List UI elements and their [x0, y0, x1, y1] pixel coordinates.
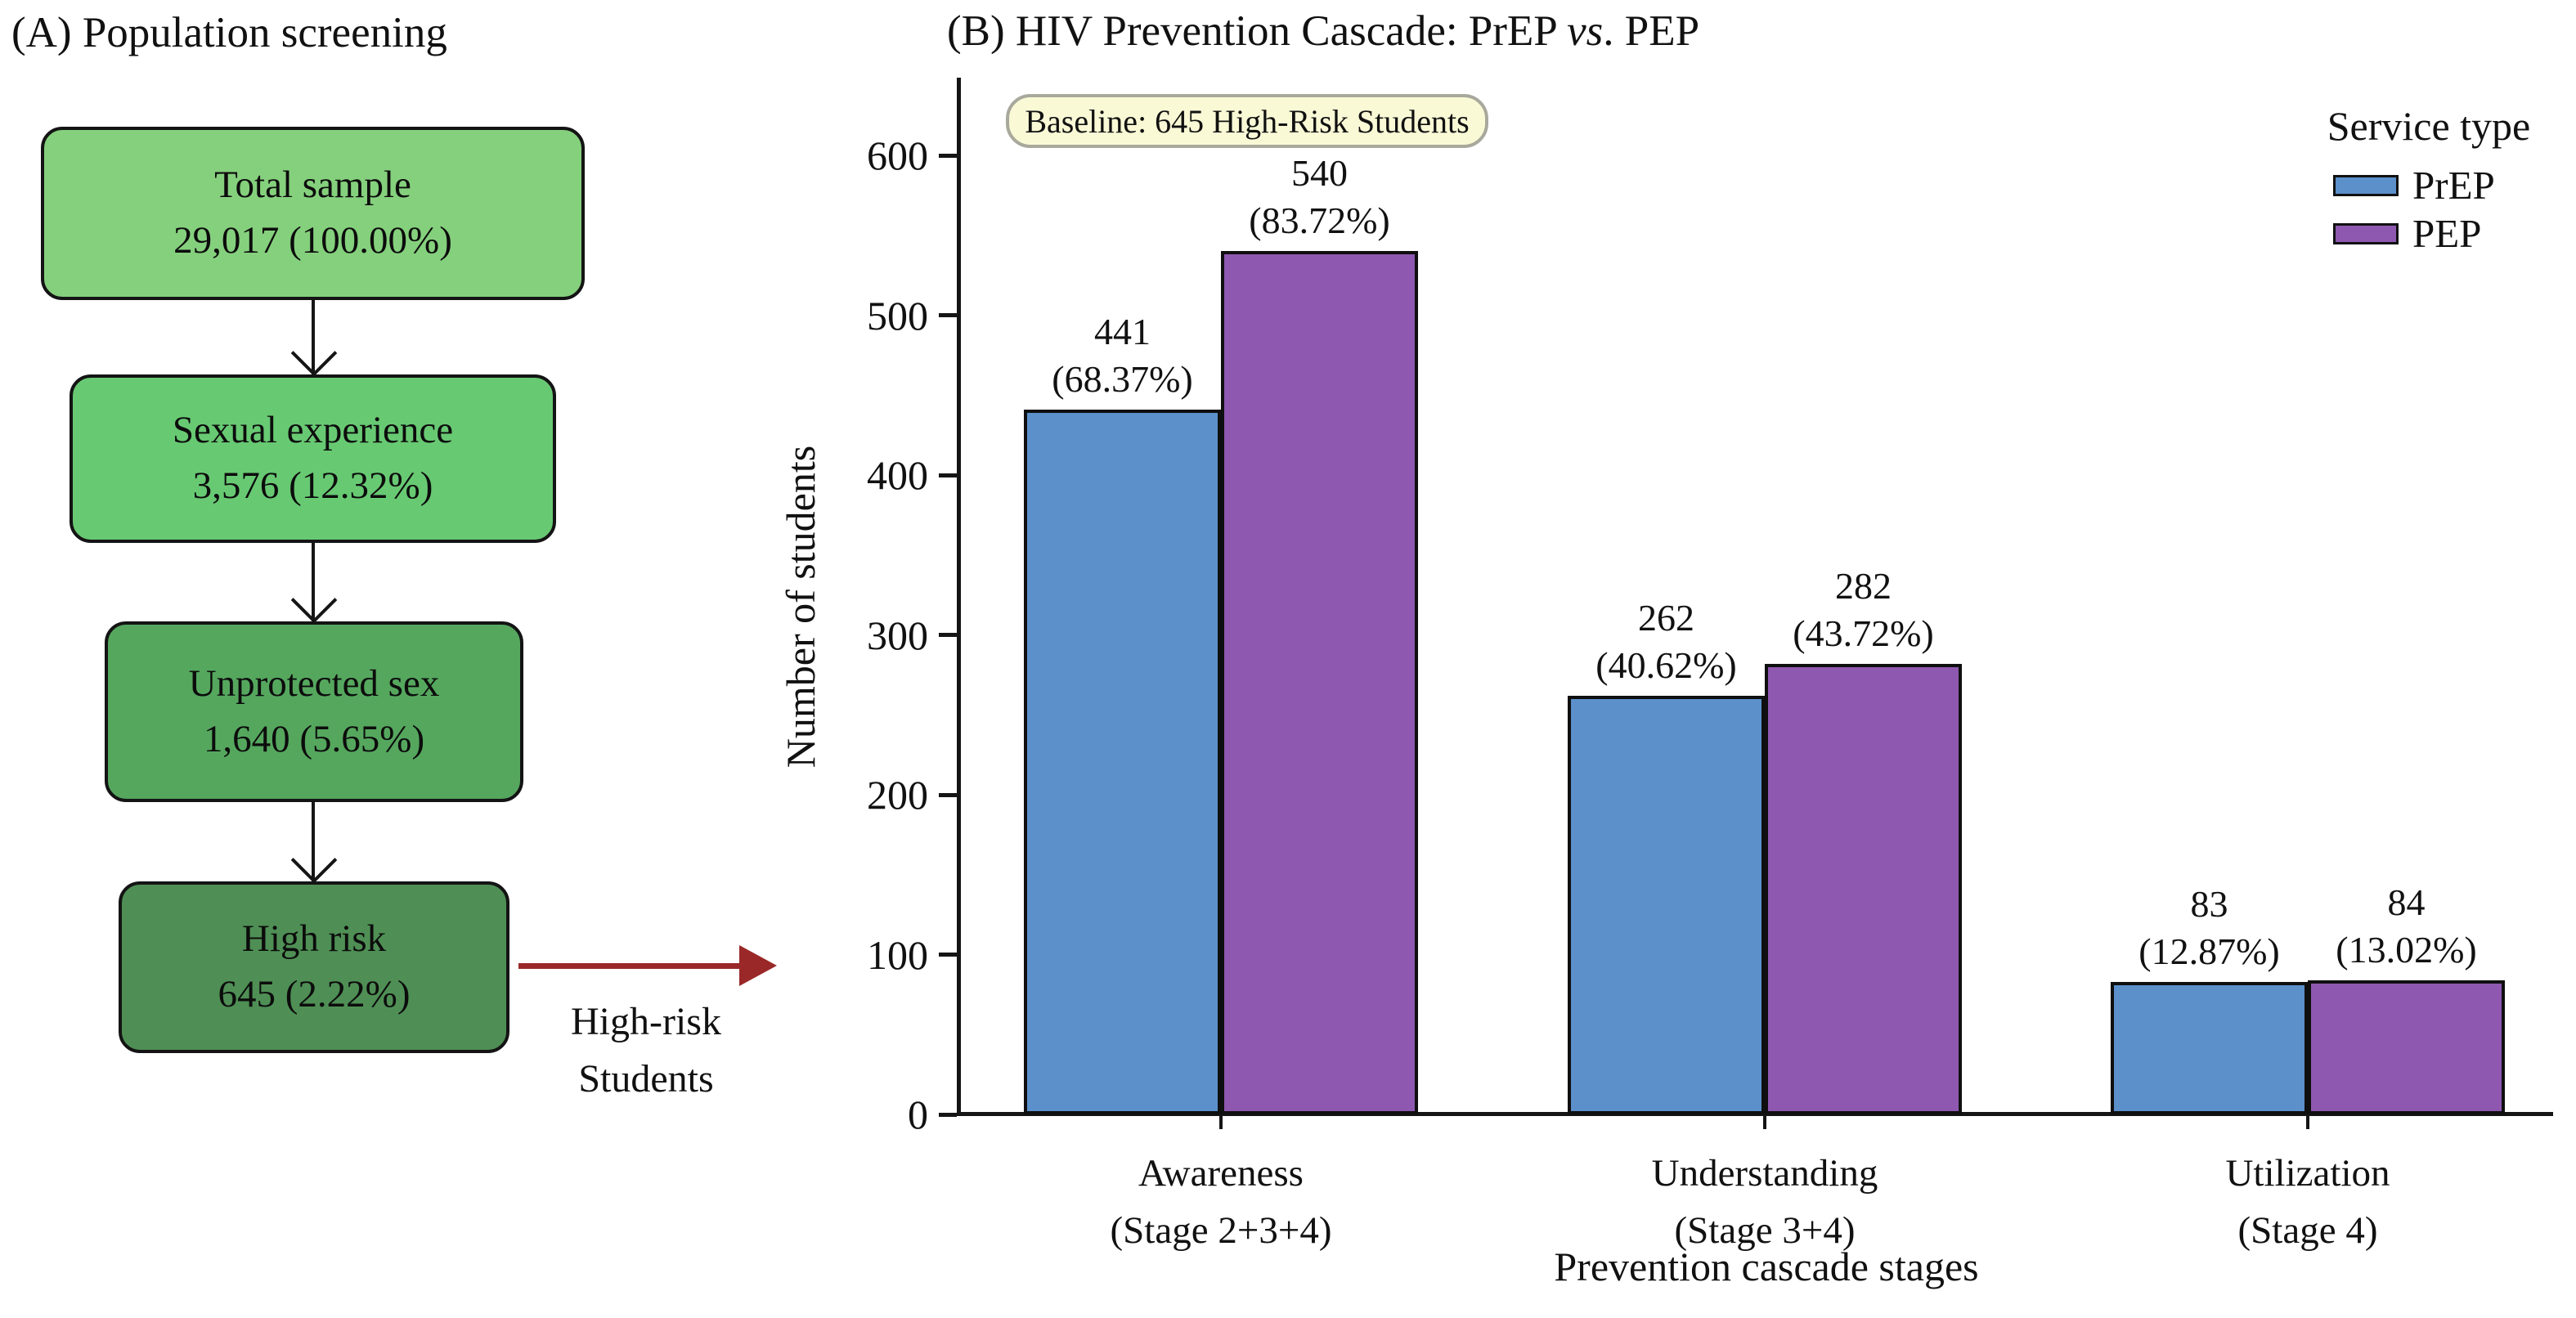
x-tick-mark [1763, 1114, 1766, 1129]
bar-pct: (40.62%) [1595, 643, 1737, 686]
panel-b-title-prefix: (B) HIV Prevention Cascade: PrEP [947, 7, 1568, 55]
bar-value-label: 441 (68.37%) [992, 308, 1254, 403]
panel-a-title: (A) Population screening [11, 9, 447, 56]
panel-b-title-suffix: . PEP [1603, 7, 1700, 55]
y-tick-label: 0 [908, 1092, 928, 1137]
bar-pct: (83.72%) [1249, 199, 1390, 242]
x-category-label: Understanding (Stage 3+4) [1519, 1145, 2010, 1259]
bar-prep-1 [1568, 695, 1765, 1114]
flow-box-value: 29,017 (100.00%) [173, 219, 452, 262]
x-tick-mark [2306, 1114, 2309, 1129]
bar-pct: (12.87%) [2138, 930, 2280, 972]
bar-value-label: 84 (13.02%) [2276, 879, 2538, 974]
x-category-line: Understanding [1651, 1152, 1878, 1195]
x-category-line: (Stage 3+4) [1674, 1209, 1856, 1252]
bar-pct: (43.72%) [1793, 612, 1934, 654]
bar-count: 540 [1291, 152, 1348, 195]
flow-box-label: Total sample [214, 164, 411, 207]
bar-pct: (13.02%) [2336, 928, 2477, 971]
flow-box-value: 1,640 (5.65%) [203, 717, 425, 760]
x-tick-mark [1219, 1114, 1223, 1129]
flow-box-high-risk: High risk 645 (2.22%) [119, 881, 509, 1053]
baseline-badge-text: Baseline: 645 High-Risk Students [1025, 102, 1470, 140]
panel-b-title-vs: vs [1567, 7, 1604, 55]
y-tick-label: 200 [867, 772, 928, 818]
bar-count: 282 [1835, 564, 1892, 607]
x-category-line: Utilization [2225, 1152, 2390, 1195]
bar-value-label: 282 (43.72%) [1733, 563, 1995, 657]
flow-box-sexual-experience: Sexual experience 3,576 (12.32%) [70, 374, 556, 543]
flow-box-label: High risk [241, 917, 387, 961]
x-axis-label: Prevention cascade stages [1554, 1244, 1979, 1289]
bar-pep-1 [1765, 663, 1962, 1114]
legend-label-prep: PrEP [2412, 163, 2495, 208]
x-category-line: (Stage 2+3+4) [1110, 1209, 1332, 1252]
bar-value-label: 262 (40.62%) [1536, 594, 1797, 689]
down-arrow-line [312, 802, 315, 881]
y-tick-mark [939, 792, 957, 797]
bar-prep-0 [1024, 409, 1221, 1114]
flow-box-label: Unprotected sex [188, 661, 440, 705]
flow-box-label: Sexual experience [172, 409, 454, 452]
y-tick-mark [939, 953, 957, 957]
legend-label-pep: PEP [2412, 211, 2482, 256]
y-tick-label: 500 [867, 292, 928, 338]
x-category-line: Awareness [1138, 1152, 1304, 1195]
legend-swatch-prep [2333, 175, 2399, 196]
y-tick-label: 400 [867, 452, 928, 498]
highlight-arrow-label: High-risk Students [527, 993, 765, 1108]
highlight-arrow-line [518, 963, 741, 969]
down-arrow-line [312, 543, 315, 621]
flow-box-value: 645 (2.22%) [218, 973, 411, 1015]
bar-value-label: 83 (12.87%) [2079, 881, 2340, 975]
x-category-line: (Stage 4) [2237, 1209, 2378, 1252]
y-tick-mark [939, 313, 957, 317]
flow-box-total-sample: Total sample 29,017 (100.00%) [41, 127, 585, 300]
highlight-arrow-label-line1: High-risk [571, 1000, 721, 1043]
bar-count: 83 [2190, 882, 2228, 925]
bar-count: 84 [2387, 881, 2426, 923]
bar-pct: (68.37%) [1052, 357, 1193, 400]
bar-pep-2 [2308, 980, 2505, 1114]
bar-prep-2 [2111, 981, 2308, 1114]
y-tick-mark [939, 633, 957, 637]
baseline-badge: Baseline: 645 High-Risk Students [1006, 94, 1488, 148]
bar-value-label: 540 (83.72%) [1189, 150, 1451, 244]
panel-b-title: (B) HIV Prevention Cascade: PrEP vs. PEP [947, 7, 1699, 56]
y-tick-label: 300 [867, 612, 928, 658]
flow-box-unprotected-sex: Unprotected sex 1,640 (5.65%) [105, 621, 523, 802]
y-tick-mark [939, 1112, 957, 1117]
legend-swatch-pep [2333, 223, 2399, 244]
x-category-label: Awareness (Stage 2+3+4) [976, 1145, 1466, 1259]
legend-title: Service type [2327, 103, 2531, 149]
y-axis-line [957, 78, 961, 1116]
bar-count: 262 [1638, 596, 1694, 639]
down-arrow-line [312, 300, 315, 374]
x-category-label: Utilization (Stage 4) [2062, 1145, 2553, 1259]
y-tick-mark [939, 473, 957, 477]
highlight-arrow-label-line2: Students [578, 1057, 714, 1101]
bar-count: 441 [1094, 310, 1151, 352]
bar-pep-0 [1221, 251, 1418, 1114]
y-tick-label: 600 [867, 132, 928, 178]
y-tick-label: 100 [867, 931, 928, 978]
flow-box-value: 3,576 (12.32%) [192, 464, 433, 507]
y-tick-mark [939, 153, 957, 158]
